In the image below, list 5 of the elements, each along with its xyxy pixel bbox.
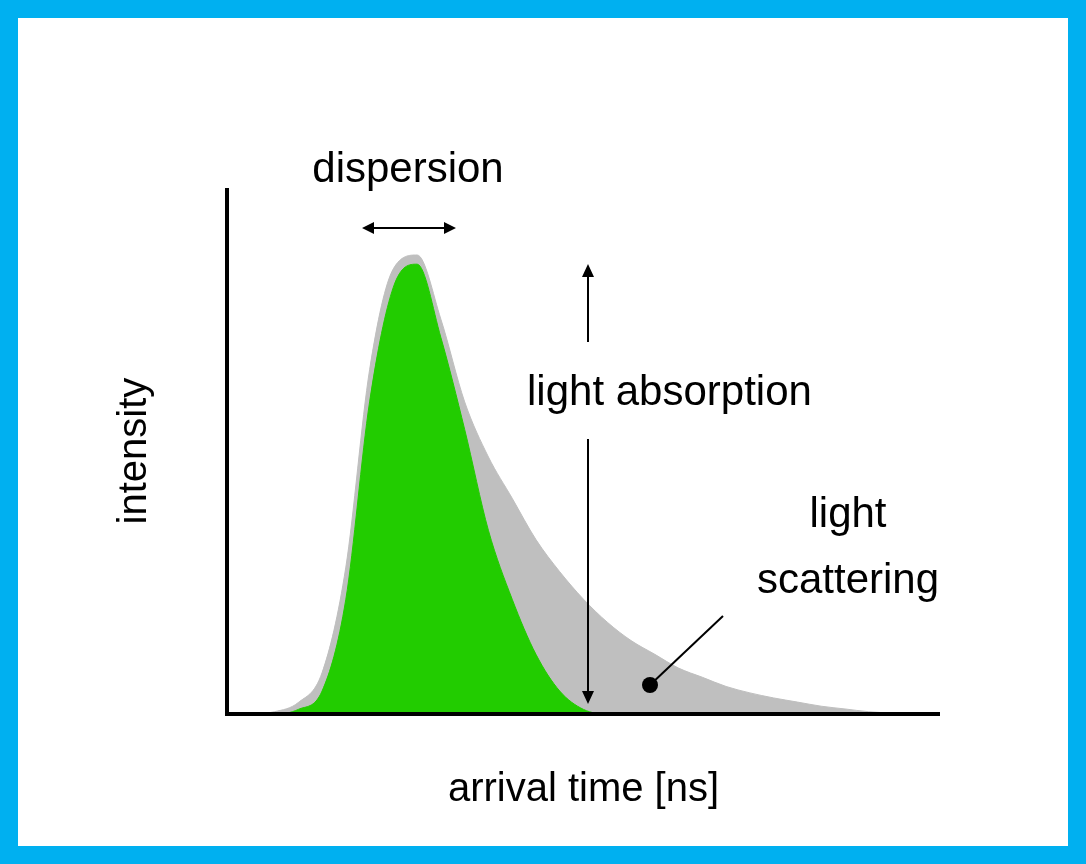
x-axis-title: arrival time [ns] bbox=[447, 765, 720, 810]
annotation: light scattering bbox=[755, 488, 941, 604]
text: dispersion bbox=[312, 143, 504, 193]
y-axis-title: intensity bbox=[110, 377, 155, 525]
annotation: light absorption bbox=[527, 366, 812, 416]
